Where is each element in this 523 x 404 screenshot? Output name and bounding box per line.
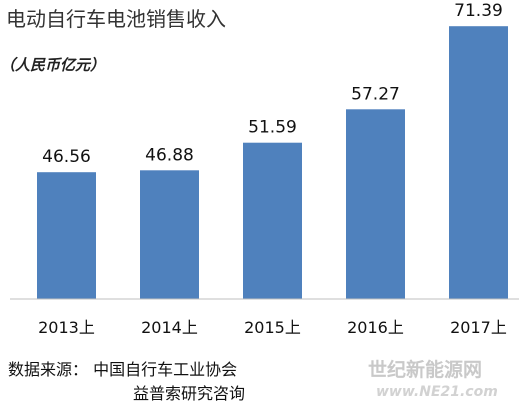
value-label-2013上: 46.56 (42, 147, 91, 167)
bar-2015上 (243, 142, 302, 299)
x-tick-2013上: 2013上 (38, 318, 95, 337)
value-labels-group: 46.56 46.88 51.59 57.27 71.39 (42, 1, 503, 167)
chart-subtitle: （人民币亿元） (0, 56, 105, 74)
x-tick-2015上: 2015上 (244, 318, 301, 337)
bar-2017上 (449, 26, 508, 299)
value-label-2017上: 71.39 (454, 1, 503, 21)
watermark-url: www.NE21.com (376, 384, 498, 400)
bar-2013上 (37, 172, 96, 299)
value-label-2016上: 57.27 (351, 84, 400, 104)
x-tick-2017上: 2017上 (450, 318, 507, 337)
source-line-1: 数据来源： 中国自行车工业协会 (8, 360, 237, 379)
chart-title: 电动自行车电池销售收入 (6, 7, 226, 31)
x-tick-2014上: 2014上 (141, 318, 198, 337)
watermark-brand: 世纪新能源网 (368, 358, 482, 381)
value-label-2014上: 46.88 (145, 145, 194, 165)
source-line-2: 益普索研究咨询 (133, 384, 245, 403)
bars-group (37, 26, 508, 299)
x-tick-2016上: 2016上 (347, 318, 404, 337)
value-label-2015上: 51.59 (248, 118, 297, 138)
x-tick-labels-group: 2013上 2014上 2015上 2016上 2017上 (38, 318, 507, 337)
bar-2014上 (140, 170, 199, 299)
bar-2016上 (346, 109, 405, 299)
